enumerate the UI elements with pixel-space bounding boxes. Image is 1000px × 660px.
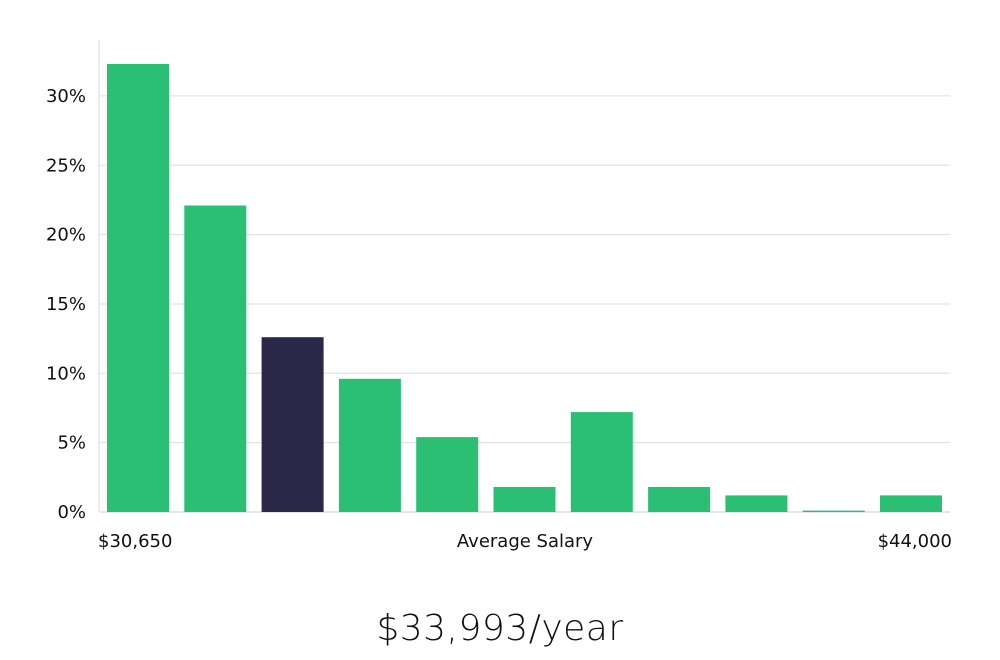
y-tick-label: 20%	[46, 225, 86, 246]
bar[interactable]	[493, 487, 556, 512]
bar[interactable]	[725, 495, 788, 512]
bars	[107, 64, 942, 512]
bar-highlighted[interactable]	[261, 337, 324, 512]
y-axis-ticks: 0% 5% 10% 15% 20% 25% 30%	[46, 86, 86, 523]
average-salary-value: $33,993/year	[376, 608, 624, 649]
x-axis-title: Average Salary	[457, 531, 594, 552]
bar[interactable]	[107, 64, 169, 512]
salary-distribution-chart: 0% 5% 10% 15% 20% 25% 30% $30,650 Average Sala…	[46, 40, 952, 552]
bar[interactable]	[184, 205, 247, 513]
bar[interactable]	[802, 510, 865, 512]
x-max-label: $44,000	[878, 531, 952, 552]
y-tick-label: 5%	[57, 433, 86, 454]
bar[interactable]	[880, 495, 942, 512]
y-tick-label: 25%	[46, 155, 86, 176]
y-tick-label: 0%	[57, 502, 86, 523]
bar[interactable]	[416, 437, 479, 512]
bar[interactable]	[570, 412, 633, 512]
y-tick-label: 15%	[46, 294, 86, 315]
y-tick-label: 30%	[46, 86, 86, 107]
bar[interactable]	[648, 487, 711, 512]
y-tick-label: 10%	[46, 363, 86, 384]
bar[interactable]	[338, 378, 401, 512]
x-min-label: $30,650	[98, 531, 172, 552]
